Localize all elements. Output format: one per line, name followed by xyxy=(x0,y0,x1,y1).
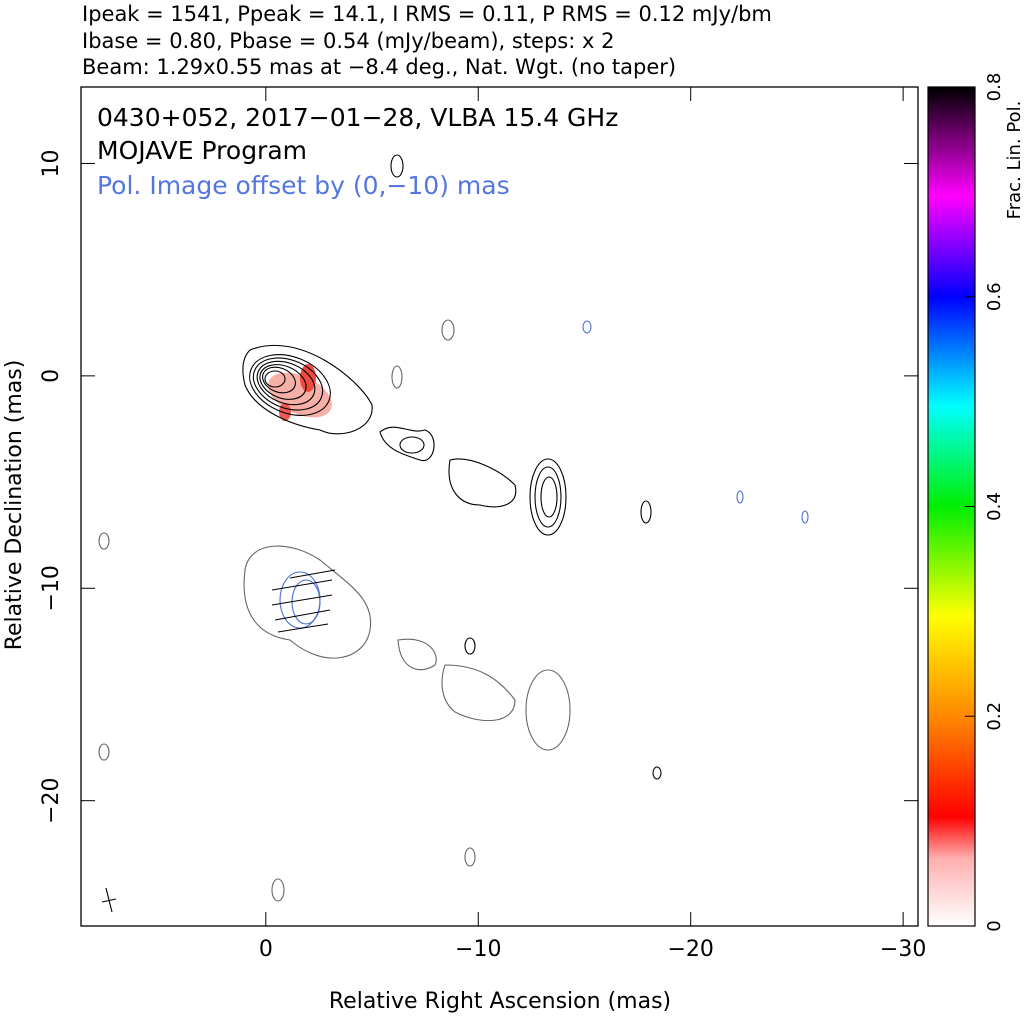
header-line: Ibase = 0.80, Pbase = 0.54 (mJy/beam), s… xyxy=(82,29,614,53)
x-tick-label: −20 xyxy=(667,937,713,962)
colorbar-label: Frac. Lin. Pol. xyxy=(1004,101,1025,220)
colorbar-tick-label: 0.8 xyxy=(984,73,1005,102)
x-axis-label: Relative Right Ascension (mas) xyxy=(329,989,671,1014)
colorbar-tick-label: 0.4 xyxy=(984,492,1005,521)
header-line: Ipeak = 1541, Ppeak = 14.1, I RMS = 0.11… xyxy=(82,2,772,26)
y-tick-label: 10 xyxy=(39,149,64,177)
plot-frame xyxy=(80,86,919,927)
contours xyxy=(98,154,809,913)
colorbar xyxy=(927,86,976,927)
x-tick-label: −30 xyxy=(880,937,926,962)
plot-title: 0430+052, 2017−01−28, VLBA 15.4 GHz xyxy=(97,103,618,132)
plot-subtitle: MOJAVE Program xyxy=(97,136,307,165)
x-tick-label: 0 xyxy=(259,937,273,962)
y-tick-label: −20 xyxy=(39,777,64,823)
colorbar-tick-label: 0.6 xyxy=(984,282,1005,311)
y-tick-label: −10 xyxy=(39,565,64,611)
annotation: Pol. Image offset by (0,−10) mas xyxy=(97,171,510,200)
y-tick-label: 0 xyxy=(39,369,64,383)
x-tick-label: −10 xyxy=(455,937,501,962)
colorbar-tick-label: 0.2 xyxy=(984,702,1005,731)
header-line: Beam: 1.29x0.55 mas at −8.4 deg., Nat. W… xyxy=(82,55,676,79)
y-axis-label: Relative Declination (mas) xyxy=(2,360,27,651)
colorbar-tick-label: 0 xyxy=(984,920,1005,931)
